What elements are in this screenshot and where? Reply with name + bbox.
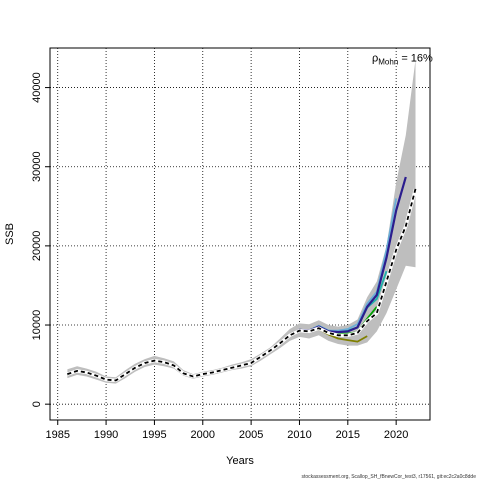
x-tick-label: 2010 [287,429,311,441]
confidence-band-area [67,59,416,384]
y-axis: 0 10000 20000 30000 40000 [31,72,50,407]
y-axis-label: SSB [4,223,16,245]
y-tick-label: 10000 [31,310,43,341]
x-axis: 1985 1990 1995 2000 2005 2010 2015 2020 [45,420,408,441]
x-tick-label: 2005 [239,429,263,441]
x-tick-label: 2015 [336,429,360,441]
x-tick-label: 2020 [384,429,408,441]
plot-frame [49,47,431,421]
series-line [67,270,388,382]
x-tick-label: 1985 [45,429,69,441]
x-axis-label: Years [226,455,254,467]
series-line-outline [66,188,418,383]
y-tick-label: 40000 [31,72,43,103]
y-tick-label: 30000 [31,151,43,182]
confidence-band [67,59,416,384]
x-tick-label: 2000 [191,429,215,441]
footer-source: stockassessment.org, Scallop_SH_fBnewCor… [301,474,476,480]
x-tick-label: 1995 [142,429,166,441]
series-line [67,176,407,382]
y-tick-label: 20000 [31,231,43,262]
mohn-rho-annotation: ρMohn = 16% [372,52,433,66]
x-tick-label: 1990 [94,429,118,441]
series-line [67,198,398,382]
grid-lines [50,48,430,420]
series-lines [66,176,418,383]
series-line-dashed [67,188,417,382]
y-tick-label: 0 [31,401,43,407]
